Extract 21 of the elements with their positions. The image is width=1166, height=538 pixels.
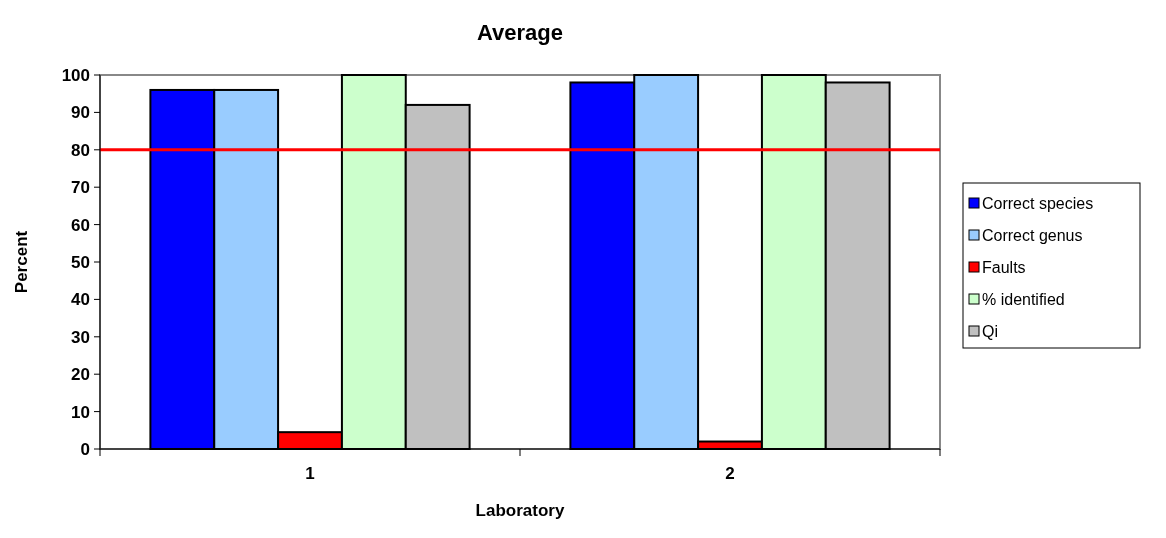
- legend-label: Qi: [982, 322, 998, 340]
- x-axis-title: Laboratory: [475, 501, 565, 520]
- legend-label: Correct species: [982, 194, 1094, 212]
- legend-label: Faults: [982, 258, 1026, 276]
- y-axis-title: Percent: [12, 230, 31, 294]
- x-tick-label: 1: [305, 464, 315, 483]
- legend-label: Correct genus: [982, 226, 1083, 244]
- legend-label: % identified: [982, 290, 1065, 308]
- y-tick-label: 90: [71, 103, 90, 123]
- y-tick-label: 20: [71, 365, 90, 385]
- y-tick-label: 30: [71, 327, 90, 347]
- y-tick-label: 40: [71, 290, 90, 310]
- y-tick-label: 10: [71, 402, 90, 422]
- y-tick-label: 80: [71, 140, 90, 160]
- y-tick-label: 50: [71, 252, 90, 272]
- y-tick-label: 60: [71, 215, 90, 235]
- y-tick-label: 100: [61, 65, 90, 85]
- y-tick-label: 0: [80, 439, 90, 459]
- y-tick-label: 70: [71, 178, 90, 198]
- x-tick-label: 2: [725, 464, 735, 483]
- chart-title: Average: [476, 20, 564, 45]
